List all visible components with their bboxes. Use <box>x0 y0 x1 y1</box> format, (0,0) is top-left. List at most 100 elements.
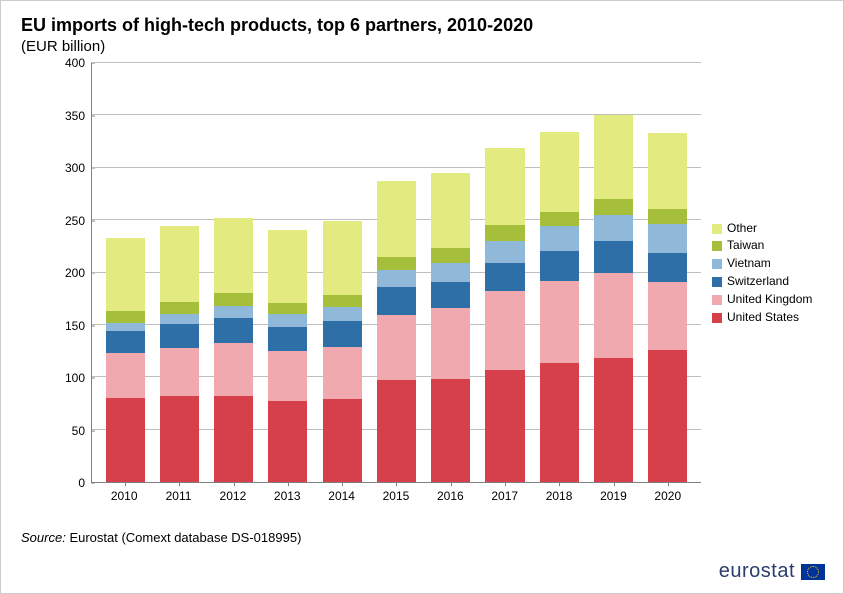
bar-segment <box>160 226 199 301</box>
bar-segment <box>214 396 253 482</box>
legend-label: United States <box>727 311 799 325</box>
source-label: Source: <box>21 530 66 545</box>
bar-segment <box>377 287 416 315</box>
bar-column <box>98 63 152 482</box>
y-tick-label: 0 <box>51 476 85 490</box>
bar-segment <box>323 321 362 347</box>
bar-segment <box>648 282 687 350</box>
bar-segment <box>160 302 199 315</box>
legend-item: United Kingdom <box>712 293 821 307</box>
y-tick-label: 400 <box>51 56 85 70</box>
bar-segment <box>160 324 199 348</box>
bar-segment <box>594 215 633 241</box>
x-tick-label: 2014 <box>314 483 368 513</box>
bar-segment <box>106 238 145 311</box>
bar-segment <box>648 209 687 225</box>
bar-stack <box>377 63 416 482</box>
bar-segment <box>106 353 145 398</box>
chart-subtitle: (EUR billion) <box>21 38 843 55</box>
bar-segment <box>268 401 307 482</box>
bar-segment <box>431 248 470 263</box>
bar-segment <box>106 331 145 353</box>
x-tick-label: 2012 <box>206 483 260 513</box>
bar-segment <box>323 295 362 308</box>
x-tick-label: 2015 <box>369 483 423 513</box>
y-tick-label: 150 <box>51 319 85 333</box>
legend-item: Vietnam <box>712 257 821 271</box>
legend-label: United Kingdom <box>727 293 812 307</box>
bar-segment <box>268 230 307 303</box>
bar-segment <box>268 303 307 315</box>
bar-segment <box>648 350 687 482</box>
bar-column <box>641 63 695 482</box>
bar-segment <box>214 218 253 293</box>
plot-wrap: 050100150200250300350400 201020112012201… <box>51 63 821 513</box>
x-tick-label: 2016 <box>423 483 477 513</box>
legend-swatch <box>712 313 722 323</box>
bar-segment <box>323 399 362 482</box>
bar-segment <box>377 315 416 380</box>
legend-swatch <box>712 295 722 305</box>
bar-stack <box>594 63 633 482</box>
bar-column <box>152 63 206 482</box>
x-tick-label: 2018 <box>532 483 586 513</box>
x-tick-label: 2020 <box>641 483 695 513</box>
bar-stack <box>431 63 470 482</box>
bar-column <box>261 63 315 482</box>
y-tick-label: 350 <box>51 109 85 123</box>
bar-stack <box>540 63 579 482</box>
y-tick-label: 100 <box>51 371 85 385</box>
bar-segment <box>431 282 470 308</box>
bar-segment <box>485 291 524 370</box>
bar-stack <box>648 63 687 482</box>
bar-stack <box>323 63 362 482</box>
legend: OtherTaiwanVietnamSwitzerlandUnited King… <box>706 63 821 483</box>
y-tick-label: 50 <box>51 424 85 438</box>
bar-segment <box>594 199 633 215</box>
bar-segment <box>485 148 524 226</box>
bar-segment <box>540 132 579 212</box>
legend-swatch <box>712 259 722 269</box>
legend-swatch <box>712 277 722 287</box>
y-tick-label: 200 <box>51 266 85 280</box>
bar-segment <box>106 398 145 482</box>
bar-segment <box>268 351 307 401</box>
bar-segment <box>160 348 199 396</box>
eu-flag-icon <box>801 564 825 580</box>
bar-column <box>315 63 369 482</box>
chart-title: EU imports of high-tech products, top 6 … <box>21 15 843 36</box>
legend-swatch <box>712 241 722 251</box>
bar-segment <box>214 306 253 318</box>
bar-segment <box>106 311 145 323</box>
bar-segment <box>594 115 633 199</box>
legend-label: Vietnam <box>727 257 771 271</box>
legend-swatch <box>712 224 722 234</box>
bar-segment <box>485 263 524 291</box>
bar-segment <box>648 133 687 208</box>
bar-segment <box>648 224 687 252</box>
bar-segment <box>485 370 524 482</box>
bar-segment <box>485 241 524 263</box>
legend-item: United States <box>712 311 821 325</box>
bar-segment <box>214 343 253 396</box>
bar-column <box>369 63 423 482</box>
x-tick-label: 2019 <box>586 483 640 513</box>
x-axis-labels: 2010201120122013201420152016201720182019… <box>91 483 701 513</box>
bar-segment <box>431 263 470 282</box>
bar-segment <box>160 314 199 323</box>
bar-column <box>478 63 532 482</box>
legend-label: Taiwan <box>727 239 764 253</box>
x-tick-label: 2010 <box>97 483 151 513</box>
y-axis: 050100150200250300350400 <box>51 63 91 483</box>
bar-segment <box>648 253 687 282</box>
bar-segment <box>214 293 253 306</box>
bar-segment <box>540 212 579 227</box>
legend-item: Switzerland <box>712 275 821 289</box>
bar-segment <box>268 327 307 351</box>
bar-stack <box>106 63 145 482</box>
bar-segment <box>431 379 470 482</box>
legend-label: Switzerland <box>727 275 789 289</box>
bar-column <box>586 63 640 482</box>
bar-segment <box>540 226 579 250</box>
bar-segment <box>106 323 145 331</box>
